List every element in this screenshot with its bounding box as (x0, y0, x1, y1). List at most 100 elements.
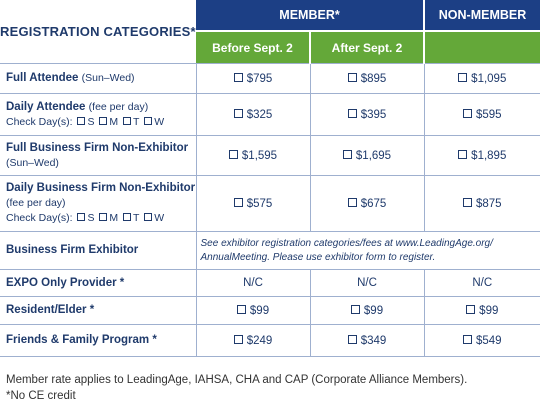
price-non-member: N/C (423, 269, 540, 297)
checkbox-icon[interactable] (77, 116, 86, 125)
checkbox-icon[interactable] (233, 72, 243, 82)
checkbox-icon[interactable] (233, 334, 243, 344)
checkbox-icon[interactable] (233, 108, 243, 118)
price-before[interactable]: $249 (195, 324, 310, 357)
price-value: $395 (360, 108, 387, 121)
check-days: Check Day(s): S M T W (6, 211, 196, 226)
day-label: W (154, 212, 165, 224)
price-value: $99 (249, 304, 270, 317)
day-label: S (87, 212, 95, 224)
member-rate-note: Member rate applies to LeadingAge, IAHSA… (6, 374, 468, 386)
footnotes: Member rate applies to LeadingAge, IAHSA… (6, 372, 467, 404)
price-value: $249 (246, 334, 273, 347)
price-value: $1,895 (471, 149, 507, 162)
price-non-member[interactable]: $1,895 (423, 135, 540, 176)
price-value: $895 (360, 72, 387, 85)
price-before[interactable]: $325 (195, 93, 310, 136)
day-label: T (133, 115, 140, 128)
price-non-member[interactable]: $549 (423, 324, 540, 357)
price-value: $99 (363, 304, 384, 317)
row-category: Business Firm Exhibitor (0, 231, 196, 270)
category-name: EXPO Only Provider * (6, 276, 125, 289)
category-name: Daily Attendee (6, 100, 86, 113)
price-non-member[interactable]: $1,095 (423, 63, 540, 94)
after-sept-header: After Sept. 2 (310, 31, 426, 64)
price-before[interactable]: $99 (195, 296, 310, 325)
row-category: Daily Attendee (fee per day) Check Day(s… (0, 93, 196, 136)
checkbox-icon[interactable] (144, 116, 153, 125)
checkbox-icon[interactable] (99, 213, 108, 221)
checkbox-icon[interactable] (462, 108, 472, 118)
price-after[interactable]: $675 (309, 175, 425, 232)
category-name: Resident/Elder * (6, 304, 95, 316)
checkbox-icon[interactable] (123, 116, 132, 125)
day-label: W (154, 115, 165, 128)
table-row: Full Attendee (Sun–Wed) $795 $895 $1,095 (0, 63, 540, 94)
price-value: $549 (475, 334, 502, 347)
table-row: Friends & Family Program * $249 $349 $54… (0, 324, 540, 357)
price-value: $595 (475, 108, 502, 121)
checkbox-icon[interactable] (144, 213, 153, 221)
checkbox-icon[interactable] (99, 116, 108, 125)
table-row: Daily Business Firm Non-Exhibitor (fee p… (0, 175, 540, 232)
price-value: $99 (479, 304, 499, 317)
price-non-member[interactable]: $595 (423, 93, 540, 136)
category-name: Daily Business Firm Non-Exhibitor (6, 182, 196, 194)
non-member-subheader (424, 31, 540, 64)
category-sub: (fee per day) (6, 197, 66, 209)
category-sub: (fee per day) (88, 100, 149, 113)
category-name: Full Business Firm Non-Exhibitor (6, 141, 189, 154)
price-before: N/C (195, 269, 310, 297)
price-after[interactable]: $395 (309, 93, 425, 136)
checkbox-icon[interactable] (236, 304, 246, 314)
price-value: $675 (360, 197, 387, 210)
check-days-label: Check Day(s): (6, 115, 73, 128)
row-category: EXPO Only Provider * (0, 269, 196, 297)
price-value: $349 (360, 334, 387, 347)
category-name: Business Firm Exhibitor (6, 244, 139, 256)
price-before[interactable]: $1,595 (195, 135, 310, 176)
day-label: M (109, 115, 119, 128)
day-label: T (133, 212, 140, 224)
price-after: N/C (309, 269, 425, 297)
checkbox-icon[interactable] (77, 213, 86, 221)
category-sub: (Sun–Wed) (6, 156, 59, 169)
checkbox-icon[interactable] (462, 334, 472, 344)
no-ce-note: *No CE credit (6, 390, 76, 402)
checkbox-icon[interactable] (233, 197, 243, 207)
checkbox-icon[interactable] (228, 149, 238, 159)
price-value: $1,695 (355, 149, 392, 162)
checkbox-icon[interactable] (347, 108, 357, 118)
row-category: Full Attendee (Sun–Wed) (0, 63, 196, 94)
price-non-member[interactable]: $99 (423, 296, 540, 325)
checkbox-icon[interactable] (462, 197, 472, 207)
table-row: EXPO Only Provider * N/C N/C N/C (0, 269, 540, 297)
table-row: Resident/Elder * $99 $99 $99 (0, 296, 540, 325)
checkbox-icon[interactable] (123, 213, 132, 221)
checkbox-icon[interactable] (347, 72, 357, 82)
price-value: $1,595 (241, 149, 278, 162)
checkbox-icon[interactable] (466, 304, 476, 314)
price-before[interactable]: $575 (195, 175, 310, 232)
checkbox-icon[interactable] (350, 304, 360, 314)
checkbox-icon[interactable] (342, 149, 352, 159)
before-sept-header: Before Sept. 2 (196, 31, 311, 64)
checkbox-icon[interactable] (458, 149, 468, 159)
checkbox-icon[interactable] (458, 72, 468, 82)
day-label: M (109, 212, 119, 224)
price-after[interactable]: $895 (309, 63, 425, 94)
price-after[interactable]: $99 (309, 296, 425, 325)
row-category: Friends & Family Program * (0, 324, 196, 357)
price-before[interactable]: $795 (195, 63, 310, 94)
non-member-header: NON-MEMBER (424, 0, 540, 32)
price-value: $875 (475, 197, 502, 210)
day-label: S (87, 115, 95, 128)
exhibitor-note: See exhibitor registration categories/fe… (195, 231, 540, 270)
checkbox-icon[interactable] (347, 334, 357, 344)
price-non-member[interactable]: $875 (423, 175, 540, 232)
price-after[interactable]: $1,695 (309, 135, 425, 176)
price-after[interactable]: $349 (309, 324, 425, 357)
category-name: Friends & Family Program * (6, 334, 157, 346)
price-value: $575 (246, 197, 273, 210)
checkbox-icon[interactable] (347, 197, 357, 207)
